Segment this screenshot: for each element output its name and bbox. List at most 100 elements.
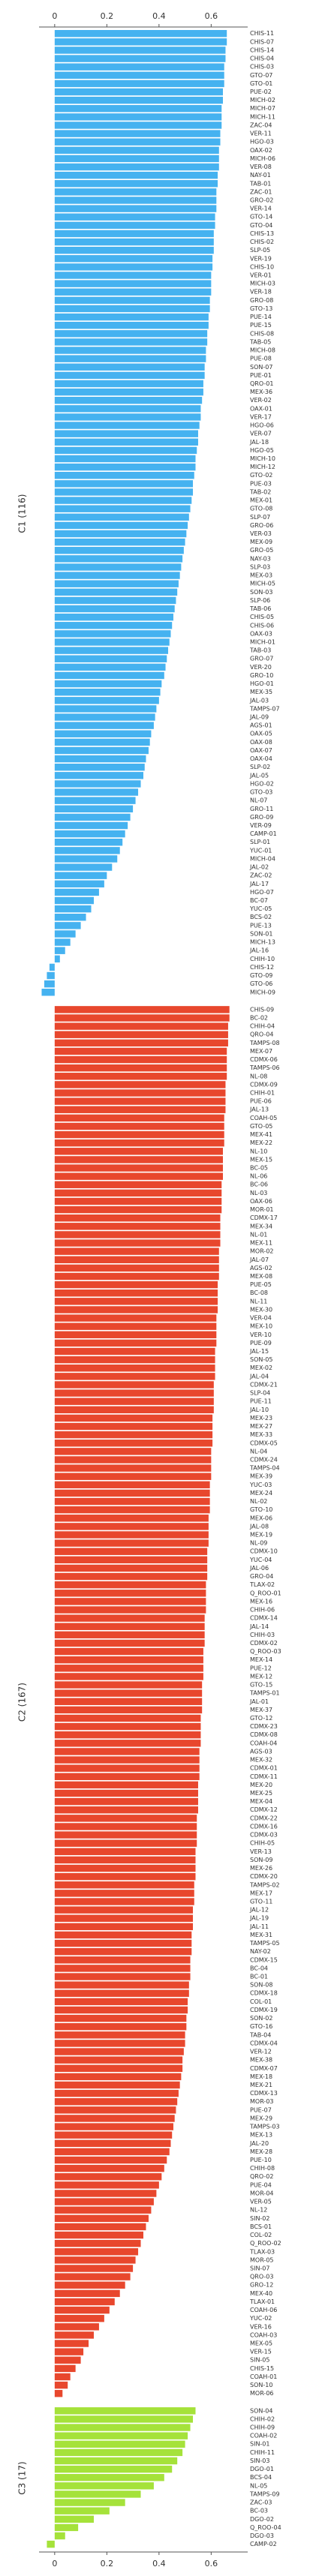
bar	[54, 1872, 196, 1881]
category-label: NL-01	[250, 1231, 267, 1238]
category-label: VER-02	[250, 397, 272, 404]
bar	[54, 830, 125, 838]
bar	[54, 146, 219, 155]
bar	[54, 730, 152, 737]
category-label: NL-08	[250, 1073, 267, 1079]
category-label: PUE-04	[250, 2181, 272, 2188]
bar	[54, 572, 180, 579]
category-label: CDMX-22	[250, 1815, 278, 1821]
bar	[54, 1564, 208, 1572]
bar	[54, 1022, 228, 1030]
bar	[54, 2281, 125, 2289]
bar	[54, 813, 131, 821]
category-label: JAL-04	[249, 1373, 269, 1380]
bar	[54, 2256, 136, 2264]
bar	[54, 1714, 201, 1722]
bar	[54, 1172, 223, 1180]
category-label: GTO-05	[250, 1123, 272, 1130]
category-label: MICH-07	[250, 105, 275, 112]
category-label: GTO-12	[250, 1715, 272, 1722]
bar	[54, 1148, 223, 1155]
category-label: VER-17	[250, 413, 272, 420]
category-label: MEX-14	[250, 1656, 272, 1663]
bar	[54, 1414, 213, 1422]
category-label: SIN-05	[250, 2357, 270, 2364]
bar	[54, 914, 86, 921]
category-label: SON-08	[250, 1982, 272, 1989]
bar	[54, 605, 175, 613]
bar	[54, 655, 167, 662]
category-label: HGO-07	[250, 889, 274, 896]
bar	[54, 905, 92, 913]
category-label: MEX-03	[250, 572, 272, 579]
category-label: TAMPS-09	[249, 2490, 280, 2497]
category-label: MEX-05	[250, 2340, 272, 2347]
bar	[54, 1456, 212, 1464]
bar	[54, 1473, 212, 1480]
category-label: CHIS-08	[250, 330, 274, 337]
bar	[54, 313, 209, 321]
bar	[54, 463, 196, 471]
bar	[54, 1290, 218, 1297]
category-label: BCS-02	[250, 914, 272, 920]
category-label: YUC-04	[249, 1557, 272, 1563]
category-label: JAL-07	[249, 1256, 269, 1263]
category-label: CHIS-13	[250, 230, 274, 237]
bar	[54, 922, 81, 929]
category-label: MICH-10	[250, 455, 275, 462]
category-label: CAMP-02	[250, 2541, 277, 2547]
bar	[54, 1264, 219, 1272]
category-label: BC-02	[250, 1014, 268, 1021]
bar	[54, 838, 123, 846]
category-label: TAMPS-08	[249, 1040, 280, 1046]
bar	[54, 363, 205, 371]
category-label: YUC-05	[249, 905, 272, 912]
category-label: COAH-04	[250, 1740, 277, 1746]
bar	[54, 1464, 212, 1472]
bar	[54, 1272, 219, 1280]
category-label: HGO-01	[250, 680, 274, 687]
category-label: MICH-02	[250, 97, 275, 104]
bar	[54, 2123, 173, 2130]
category-label: SON-01	[250, 930, 272, 937]
bar	[54, 1606, 206, 1614]
bar	[54, 113, 222, 121]
category-label: SON-04	[250, 2407, 272, 2414]
bar	[54, 705, 157, 713]
bar	[54, 1306, 218, 1314]
category-label: HGO-05	[250, 447, 274, 454]
category-label: NL-10	[250, 1148, 267, 1154]
bar	[54, 2314, 104, 2322]
category-label: HGO-02	[250, 780, 274, 787]
category-label: MEX-37	[250, 1707, 272, 1713]
category-label: CDMX-10	[250, 1548, 278, 1555]
bar	[54, 2490, 141, 2498]
bar	[54, 2214, 149, 2223]
category-label: CHIS-03	[250, 64, 274, 71]
category-label: COAH-02	[250, 2433, 277, 2439]
bar	[54, 497, 192, 504]
category-label: SIN-01	[250, 2441, 270, 2448]
category-label: CHIS-05	[250, 614, 274, 620]
category-label: CDMX-11	[250, 1773, 278, 1780]
category-label: MEX-02	[250, 1365, 272, 1371]
category-label: ZAC-02	[250, 872, 272, 879]
category-label: YUC-03	[249, 1482, 272, 1488]
category-label: GTO-08	[250, 506, 272, 512]
category-label: MEX-23	[250, 1415, 272, 1422]
category-label: BC-05	[250, 1165, 268, 1172]
category-label: JAL-05	[249, 772, 269, 779]
category-label: MEX-29	[250, 2115, 272, 2121]
category-label: PUE-10	[250, 2157, 272, 2163]
category-label: CDMX-01	[250, 1765, 278, 1772]
category-label: PUE-12	[250, 1665, 272, 1671]
category-label: VER-15	[250, 2349, 272, 2355]
bar	[54, 2465, 173, 2473]
category-label: GRO-06	[250, 522, 273, 529]
bar	[54, 547, 184, 554]
bar	[54, 1590, 206, 1597]
bar	[54, 1081, 226, 1088]
bar	[54, 2231, 143, 2239]
category-label: MEX-32	[250, 1757, 272, 1764]
